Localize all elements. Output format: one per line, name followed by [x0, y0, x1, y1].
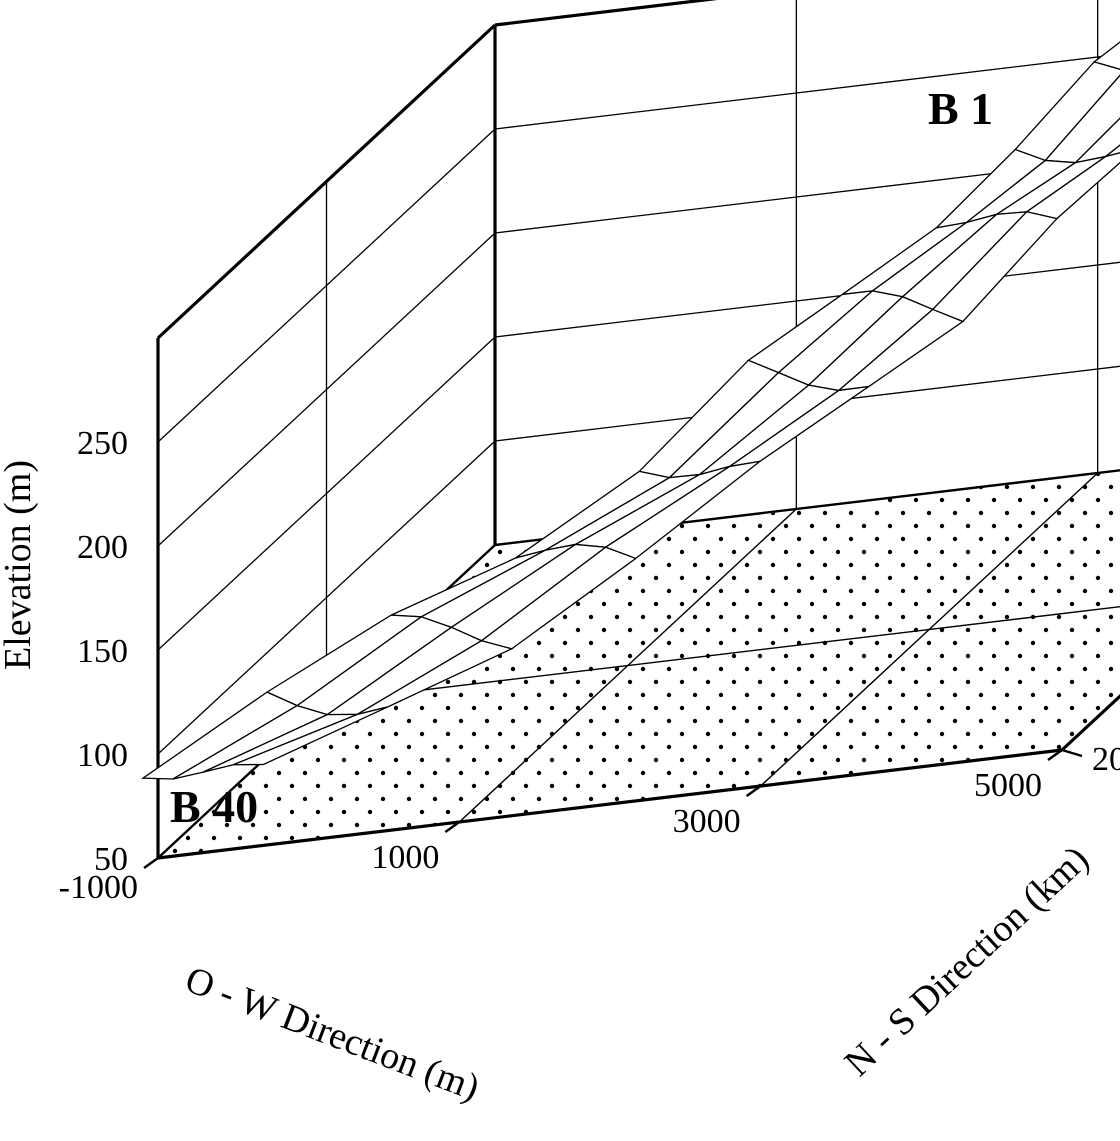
x-tick-label: 1000 — [371, 839, 439, 876]
z-tick-label: 200 — [77, 529, 128, 566]
z-tick-label: 100 — [77, 737, 128, 774]
marker-end-label: B 40 — [170, 781, 258, 832]
x-tick-label: -1000 — [59, 869, 138, 906]
y-tick-label: 20 — [1092, 741, 1120, 778]
x-tick-label: 5000 — [974, 767, 1042, 804]
x-tick-mark — [144, 858, 158, 868]
z-tick-label: 250 — [77, 425, 128, 462]
y-tick-mark — [1062, 750, 1082, 756]
z-axis-title: Elevation (m) — [0, 460, 39, 670]
y-axis-title: N - S Direction (km) — [837, 838, 1097, 1085]
x-axis-title: O - W Direction (m) — [180, 958, 485, 1109]
wall-gridline-back — [495, 21, 1120, 129]
x-tick-label: 3000 — [673, 803, 741, 840]
marker-start-label: B 1 — [928, 83, 993, 134]
z-tick-label: 150 — [77, 633, 128, 670]
frame-top-back — [495, 0, 1120, 25]
